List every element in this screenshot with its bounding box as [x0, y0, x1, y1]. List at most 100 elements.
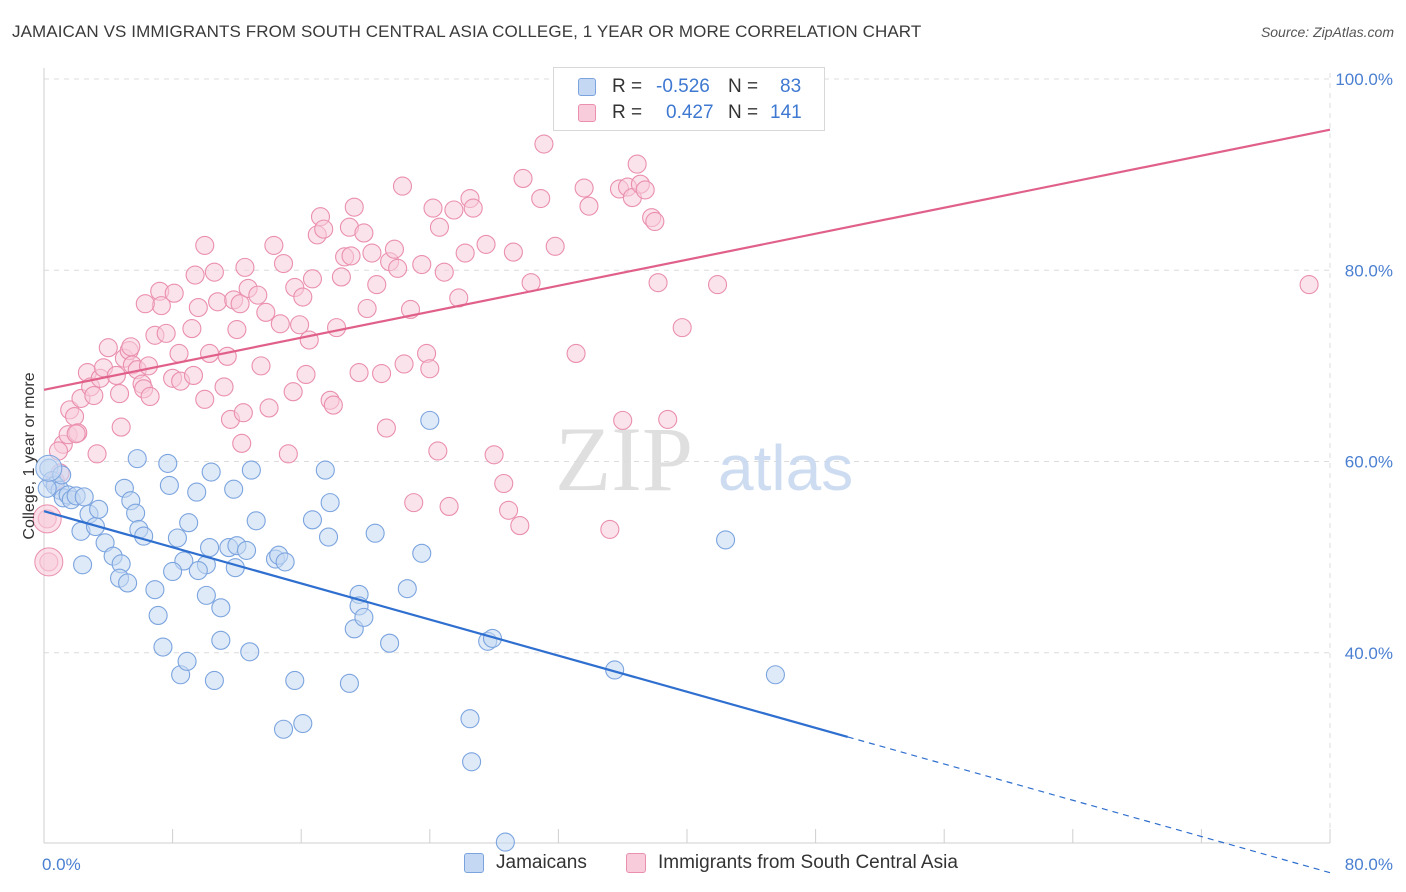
watermark: ZIP atlas	[555, 408, 853, 510]
n-label: N =	[728, 76, 759, 97]
data-point	[148, 605, 168, 626]
y-axis-label: College, 1 year or more	[21, 372, 38, 539]
data-point	[204, 262, 224, 282]
n-value-immigrants: 141	[770, 102, 802, 123]
data-point	[204, 670, 224, 691]
data-point	[140, 386, 160, 407]
data-point	[354, 607, 374, 627]
data-point	[236, 540, 257, 560]
data-point	[270, 314, 290, 334]
data-point	[163, 561, 183, 582]
data-point	[648, 273, 668, 293]
trend-lines	[43, 128, 1331, 874]
legend-label-immigrants: Immigrants from South Central Asia	[658, 852, 958, 873]
data-point	[156, 323, 176, 343]
data-point	[34, 547, 64, 577]
data-point	[246, 511, 266, 531]
data-point	[240, 642, 260, 662]
data-point	[716, 530, 736, 550]
data-point	[344, 197, 364, 217]
series-legend: Jamaicans Immigrants from South Central …	[0, 852, 1406, 878]
data-point	[423, 198, 443, 218]
data-point	[273, 254, 294, 274]
data-point	[89, 499, 109, 519]
data-point	[392, 176, 413, 196]
data-point	[235, 257, 255, 277]
data-point	[354, 223, 374, 243]
data-point	[185, 265, 205, 285]
data-point	[214, 377, 234, 397]
data-point	[327, 318, 347, 338]
data-point	[531, 188, 551, 209]
legend-swatch-blue	[578, 78, 596, 96]
n-value-jamaicans: 83	[780, 76, 802, 97]
data-point	[278, 444, 298, 464]
data-point	[32, 504, 62, 534]
data-point	[331, 267, 351, 287]
data-point	[658, 409, 678, 429]
data-point	[256, 302, 276, 322]
data-point	[164, 283, 184, 303]
r-label: R =	[612, 76, 643, 97]
data-point	[127, 449, 147, 469]
data-point	[484, 445, 504, 465]
data-point	[384, 239, 404, 259]
data-point	[196, 585, 216, 605]
data-point	[73, 555, 93, 575]
data-point	[188, 560, 208, 581]
data-point	[349, 363, 369, 383]
data-point	[158, 453, 178, 473]
data-point	[145, 580, 165, 600]
data-point	[495, 832, 515, 852]
data-point	[273, 719, 294, 739]
data-point	[302, 510, 323, 530]
data-point	[707, 275, 728, 295]
data-point	[64, 407, 85, 427]
data-point	[341, 246, 361, 266]
tick-labels: 40.0% 60.0% 80.0% 100.0% 0.0% 80.0%	[42, 70, 1393, 874]
data-point	[323, 395, 343, 415]
legend-item-jamaicans[interactable]: Jamaicans	[464, 852, 587, 874]
data-point	[200, 538, 220, 558]
data-point	[365, 523, 385, 543]
data-point	[314, 219, 334, 239]
data-point	[545, 236, 565, 256]
data-point	[672, 318, 692, 338]
legend-label-jamaicans: Jamaicans	[496, 852, 587, 873]
data-point	[111, 417, 131, 437]
data-point	[420, 410, 440, 430]
data-point	[177, 651, 197, 671]
data-point	[499, 500, 519, 520]
data-point	[463, 198, 483, 218]
data-point	[285, 670, 305, 691]
data-point	[188, 297, 208, 318]
data-point	[290, 315, 310, 335]
data-point	[183, 365, 204, 385]
data-point	[429, 217, 449, 237]
data-point	[503, 242, 523, 262]
trend-line-jamaicans	[43, 510, 849, 738]
legend-row-jamaicans: R = -0.526 N = 83	[578, 75, 801, 99]
data-point	[248, 285, 268, 305]
data-point	[66, 424, 86, 444]
data-point	[126, 503, 146, 523]
data-point	[513, 168, 533, 188]
x-tick-label: 80.0%	[1345, 855, 1393, 874]
data-point	[428, 441, 448, 461]
y-tick-label: 60.0%	[1345, 453, 1393, 472]
data-point	[232, 433, 252, 453]
data-point	[211, 630, 231, 650]
data-point	[224, 479, 244, 499]
data-point	[434, 262, 454, 282]
data-point	[376, 418, 396, 438]
data-point	[439, 496, 459, 516]
data-point	[179, 513, 199, 533]
r-value-jamaicans: -0.526	[656, 76, 710, 97]
data-point	[251, 356, 271, 376]
data-point	[579, 196, 599, 216]
legend-item-immigrants[interactable]: Immigrants from South Central Asia	[626, 852, 958, 874]
data-point	[1299, 275, 1319, 295]
data-point	[412, 543, 432, 563]
data-point	[241, 460, 261, 480]
r-label: R =	[612, 102, 643, 123]
